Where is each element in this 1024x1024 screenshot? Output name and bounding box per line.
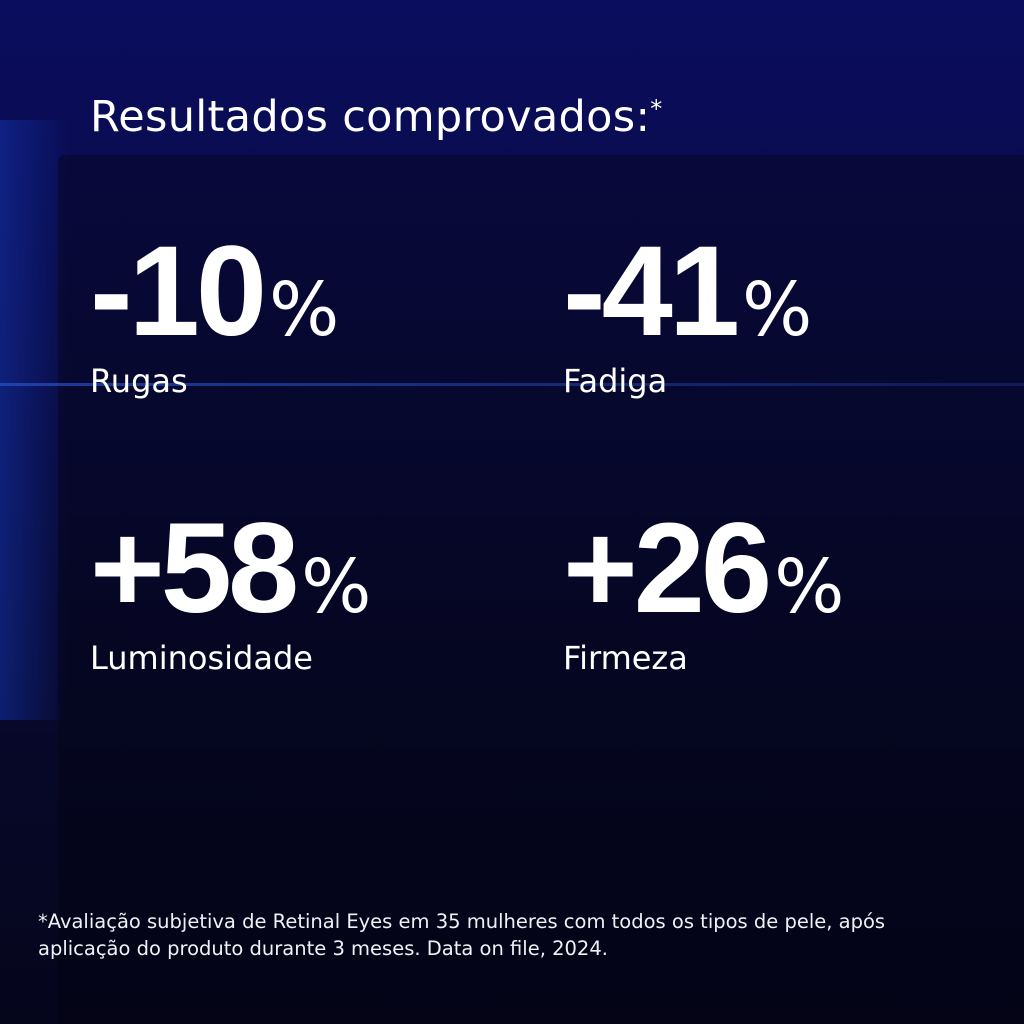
footnote: *Avaliação subjetiva de Retinal Eyes em … <box>38 908 885 962</box>
footnote-line: aplicação do produto durante 3 meses. Da… <box>38 937 608 960</box>
title-text: Resultados comprovados: <box>90 92 651 142</box>
stat-unit: % <box>301 544 372 630</box>
stat: -41% Fadiga <box>563 228 813 401</box>
stat-label: Firmeza <box>563 639 688 677</box>
footnote-line: *Avaliação subjetiva de Retinal Eyes em … <box>38 910 886 933</box>
stat-label: Rugas <box>90 362 188 400</box>
stat-label: Luminosidade <box>90 639 313 677</box>
light-beam <box>0 383 1024 386</box>
stat-figure: +58 <box>90 497 299 640</box>
stat: +26% Firmeza <box>563 505 845 678</box>
stat-label: Fadiga <box>563 362 668 400</box>
stat: -10% Rugas <box>90 228 340 401</box>
stat: +58% Luminosidade <box>90 505 372 678</box>
stat-figure: +26 <box>563 497 772 640</box>
title: Resultados comprovados:* <box>90 92 663 142</box>
stat-figure: -41 <box>563 220 740 363</box>
stat-unit: % <box>774 544 845 630</box>
panel <box>58 155 1024 1024</box>
title-asterisk: * <box>650 95 663 123</box>
stat-unit: % <box>269 267 340 353</box>
stat-unit: % <box>742 267 813 353</box>
stat-figure: -10 <box>90 220 267 363</box>
